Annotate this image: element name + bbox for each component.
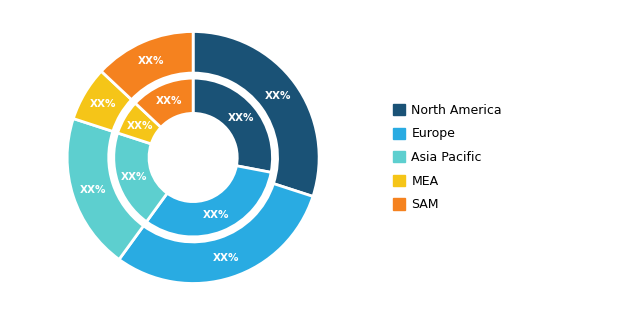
Wedge shape: [114, 133, 167, 222]
Wedge shape: [146, 166, 271, 237]
Text: XX%: XX%: [227, 113, 254, 123]
Wedge shape: [135, 78, 193, 127]
Legend: North America, Europe, Asia Pacific, MEA, SAM: North America, Europe, Asia Pacific, MEA…: [392, 104, 502, 211]
Wedge shape: [67, 118, 143, 260]
Text: XX%: XX%: [80, 185, 107, 195]
Wedge shape: [102, 32, 193, 100]
Text: XX%: XX%: [121, 172, 148, 181]
Wedge shape: [193, 32, 319, 197]
Text: XX%: XX%: [138, 56, 164, 66]
Text: XX%: XX%: [89, 99, 116, 109]
Wedge shape: [193, 78, 272, 172]
Text: XX%: XX%: [155, 96, 182, 106]
Wedge shape: [74, 71, 131, 131]
Wedge shape: [119, 184, 313, 284]
Text: XX%: XX%: [126, 121, 153, 131]
Wedge shape: [118, 103, 161, 144]
Text: XX%: XX%: [202, 210, 229, 220]
Text: XX%: XX%: [212, 253, 239, 263]
Text: XX%: XX%: [265, 91, 292, 101]
